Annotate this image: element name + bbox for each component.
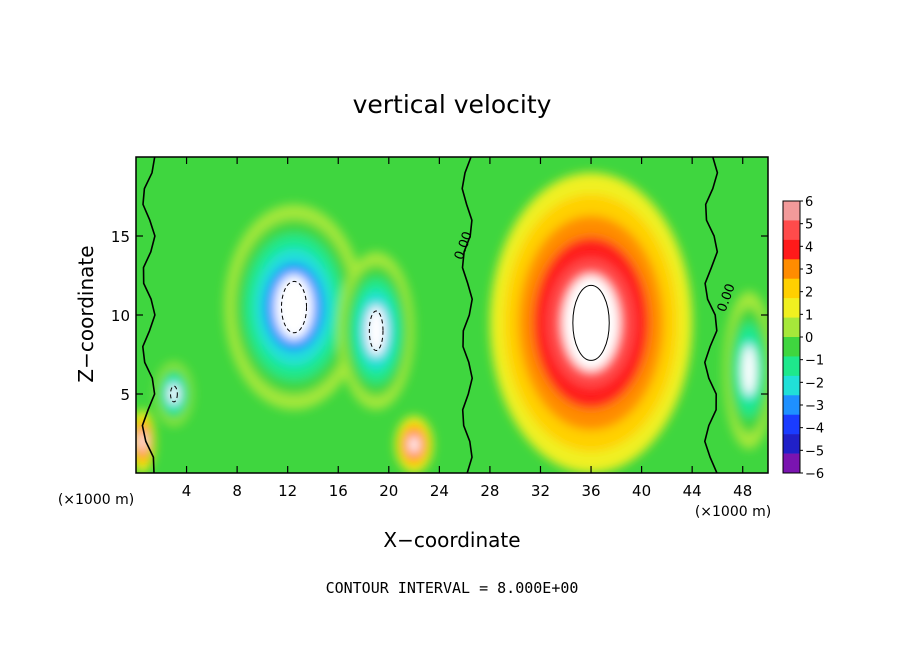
x-tick-label: 20 (379, 482, 398, 500)
contour-lines (141, 157, 719, 473)
colorbar-swatch (783, 278, 800, 299)
velocity-field (136, 172, 768, 473)
zero-contour-line (461, 157, 474, 473)
chart-title: vertical velocity (353, 90, 552, 119)
colorbar-swatch (783, 453, 800, 474)
colorbar-label: 2 (805, 286, 813, 301)
updraft-cell-4 (489, 172, 693, 473)
colorbar-label: 1 (805, 308, 813, 323)
colorbar-swatch (783, 414, 800, 435)
updraft-cell-6 (136, 409, 155, 473)
x-tick-label: 32 (531, 482, 550, 500)
y-tick-label: 5 (120, 386, 130, 404)
downdraft-cell-3 (723, 291, 768, 450)
x-tick-label: 4 (182, 482, 192, 500)
colorbar-label: 3 (805, 263, 813, 278)
x-tick-label: 48 (733, 482, 752, 500)
x-axis-label: X−coordinate (383, 528, 520, 552)
x-tick-label: 24 (430, 482, 449, 500)
contour-line (170, 385, 178, 403)
contour-line (572, 284, 610, 361)
x-tick-label: 16 (329, 482, 348, 500)
x-unit-right: (×1000 m) (695, 504, 771, 520)
colorbar-swatch (783, 259, 800, 280)
x-unit-left: (×1000 m) (58, 492, 134, 508)
colorbar-swatch (783, 395, 800, 416)
colorbar-swatch (783, 239, 800, 260)
contour-interval-footer: CONTOUR INTERVAL = 8.000E+00 (326, 579, 579, 597)
downdraft-cell-2 (154, 362, 193, 426)
colorbar-swatch (783, 337, 800, 357)
colorbar-label: −6 (805, 467, 824, 482)
colorbar-swatch (783, 298, 800, 318)
x-axis-ticks: 4 8 12 16 20 24 28 32 36 40 44 48 (182, 157, 752, 500)
colorbar-swatch (783, 375, 800, 396)
colorbar-label: 6 (805, 195, 813, 210)
x-tick-label: 40 (632, 482, 651, 500)
x-tick-label: 28 (480, 482, 499, 500)
colorbar-swatch (783, 201, 800, 221)
x-tick-label: 12 (278, 482, 297, 500)
zero-contour-line (703, 157, 719, 473)
colorbar-label: −3 (805, 399, 824, 414)
colorbar-swatch (783, 317, 800, 338)
y-axis-ticks: 5 10 15 (111, 228, 768, 404)
contour-line (368, 310, 384, 352)
x-tick-label: 8 (232, 482, 242, 500)
colorbar-label: 0 (805, 331, 813, 346)
downdraft-cell-0 (224, 204, 364, 410)
colorbar-swatch (783, 220, 800, 241)
colorbar-swatch (783, 356, 800, 377)
y-tick-label: 15 (111, 228, 130, 246)
downdraft-cell-1 (338, 251, 415, 410)
y-axis-label: Z−coordinate (74, 245, 98, 382)
contour-line (280, 280, 308, 334)
x-tick-label: 44 (683, 482, 702, 500)
colorbar-label: −1 (805, 354, 824, 369)
colorbar-label: −2 (805, 376, 824, 391)
colorbar-label: −5 (805, 444, 824, 459)
plot-area: 0.000.00 (135, 156, 769, 474)
colorbar-label: −4 (805, 422, 824, 437)
y-tick-label: 10 (111, 307, 130, 325)
updraft-cell-5 (395, 416, 434, 473)
colorbar-swatch (783, 434, 800, 454)
x-tick-label: 36 (581, 482, 600, 500)
colorbar-label: 5 (805, 218, 813, 233)
colorbar: 6 5 4 3 2 1 0 −1 −2 −3 −4 −5 −6 (782, 195, 824, 482)
colorbar-label: 4 (805, 240, 813, 255)
zero-contour-line (141, 157, 156, 473)
